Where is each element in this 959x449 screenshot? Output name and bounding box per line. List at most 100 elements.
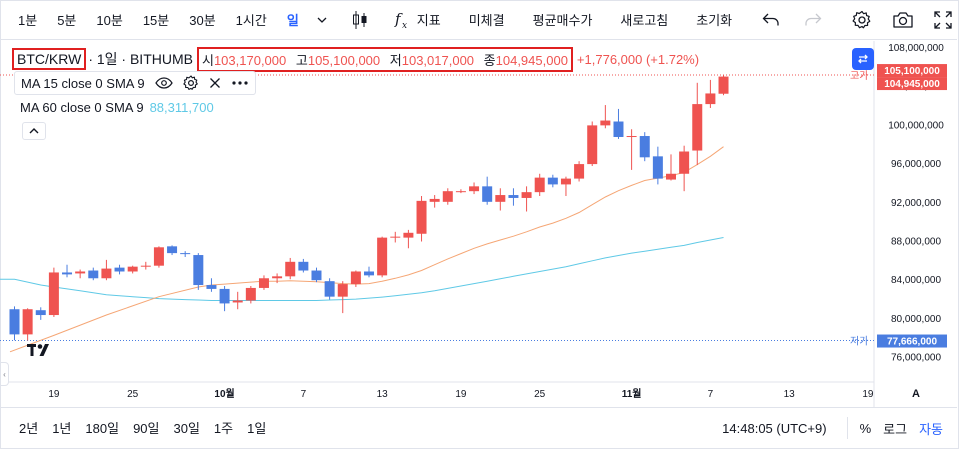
candle-body xyxy=(206,285,217,289)
range-180d[interactable]: 180일 xyxy=(85,421,120,436)
candle-body xyxy=(48,272,59,316)
candle-body xyxy=(547,177,558,185)
candle-body xyxy=(705,93,716,105)
log-scale-button[interactable]: 로그 xyxy=(883,421,908,437)
candle-body xyxy=(272,276,283,279)
eye-icon[interactable] xyxy=(154,77,173,89)
interval-1h[interactable]: 1시간 xyxy=(235,13,267,28)
legend: BTC/KRW · 1일 · BITHUMB 시103,170,000 고105… xyxy=(12,46,699,72)
low-price-badge xyxy=(877,334,947,348)
collapse-legend-button[interactable] xyxy=(22,122,46,140)
candle-body xyxy=(521,192,532,198)
range-1y[interactable]: 1년 xyxy=(52,421,72,436)
settings-gear-icon[interactable] xyxy=(182,75,199,91)
candle-body xyxy=(88,270,99,279)
candle-body xyxy=(692,104,703,151)
candle-body xyxy=(416,200,427,234)
redo-icon[interactable] xyxy=(792,0,834,40)
open-orders-button[interactable]: 미체결 xyxy=(468,13,505,28)
candle-body xyxy=(652,156,663,179)
camera-screenshot-icon[interactable] xyxy=(882,0,924,40)
time-tick-label: 11월 xyxy=(622,388,642,400)
range-1w[interactable]: 1주 xyxy=(213,421,234,436)
price-tick-label: 84,000,000 xyxy=(891,275,941,286)
time-tick-label: 13 xyxy=(377,389,389,400)
percent-scale-button[interactable]: % xyxy=(859,420,872,436)
interval-10m[interactable]: 10분 xyxy=(96,13,123,28)
time-tick-label: 13 xyxy=(784,389,796,400)
ma60-label: MA 60 close 0 SMA 9 xyxy=(20,99,144,115)
high-price-value: 105,100,000 xyxy=(884,66,940,77)
interval-5m[interactable]: 5분 xyxy=(57,13,77,28)
tradingview-logo[interactable] xyxy=(26,342,54,363)
candle-body xyxy=(403,232,414,238)
last-price-badge xyxy=(877,77,947,91)
auto-scale-button[interactable]: A xyxy=(912,388,920,400)
low-tag: 저가 xyxy=(850,336,868,348)
candle-body xyxy=(180,253,191,255)
ma15-line xyxy=(9,146,724,353)
time-axis: 19 25 10월 7 13 19 25 11월 7 13 19 xyxy=(48,388,874,400)
time-tick-label: 19 xyxy=(455,389,467,400)
interval-15m[interactable]: 15분 xyxy=(142,13,170,28)
last-price-value: 104,945,000 xyxy=(884,79,940,90)
candles xyxy=(9,75,729,341)
candle-body xyxy=(534,177,545,193)
settings-gear-icon[interactable] xyxy=(842,0,882,40)
svg-text:f: f xyxy=(394,10,403,28)
interval-dropdown-chevron-down-icon[interactable] xyxy=(309,0,335,40)
time-tick-label: 7 xyxy=(708,389,714,400)
ma15-legend-row[interactable]: MA 15 close 0 SMA 9 xyxy=(14,71,256,95)
undo-icon[interactable] xyxy=(750,0,792,40)
interval-30m[interactable]: 30분 xyxy=(189,13,216,28)
candle-body xyxy=(455,191,466,193)
candle-body xyxy=(153,247,164,266)
candle-body xyxy=(285,261,296,277)
range-90d[interactable]: 90일 xyxy=(133,421,160,436)
interval-1m[interactable]: 1분 xyxy=(18,13,38,28)
time-tick-label: 7 xyxy=(301,389,307,400)
bottom-right-controls: 14:48:05 (UTC+9) % 로그 자동 xyxy=(722,408,949,448)
price-chart[interactable]: 76,000,000 80,000,000 84,000,000 88,000,000… xyxy=(0,41,959,407)
interval-1d[interactable]: 일 xyxy=(286,13,299,28)
refresh-button[interactable]: 새로고침 xyxy=(620,13,669,28)
price-tick-label: 100,000,000 xyxy=(888,120,944,131)
avg-buy-price-button[interactable]: 평균매수가 xyxy=(532,13,593,28)
candle-body xyxy=(482,186,493,202)
high-price-badge xyxy=(877,64,947,78)
candle-body xyxy=(639,136,650,158)
more-options-icon[interactable] xyxy=(231,80,249,86)
ma60-value: 88,311,700 xyxy=(149,99,214,115)
candle-body xyxy=(140,265,151,267)
candle-body xyxy=(193,255,204,286)
reset-button[interactable]: 초기화 xyxy=(696,13,733,28)
candle-body xyxy=(574,164,585,179)
range-30d[interactable]: 30일 xyxy=(173,421,200,436)
low-price-value: 77,666,000 xyxy=(887,337,937,348)
close-label: 종 xyxy=(483,52,496,68)
auto-scale-toggle[interactable]: 자동 xyxy=(919,421,943,437)
candle-body xyxy=(167,246,178,254)
range-2y[interactable]: 2년 xyxy=(19,421,39,436)
close-icon[interactable] xyxy=(209,77,221,89)
candle-body xyxy=(350,271,361,285)
open-label: 시 xyxy=(201,52,214,68)
candle-body xyxy=(666,173,676,180)
candle-body xyxy=(508,195,519,198)
ma60-legend-row[interactable]: MA 60 close 0 SMA 9 88,311,700 xyxy=(20,96,214,118)
candle-body xyxy=(469,186,480,192)
candle-body xyxy=(258,278,269,288)
candle-body xyxy=(75,271,86,274)
scroll-left-handle[interactable]: ‹ xyxy=(1,362,9,386)
indicator-button[interactable]: 지표 xyxy=(416,13,441,28)
candle-body xyxy=(101,268,112,279)
clock[interactable]: 14:48:05 (UTC+9) xyxy=(722,420,827,436)
fullscreen-icon[interactable] xyxy=(924,0,959,40)
range-1d[interactable]: 1일 xyxy=(247,421,267,436)
symbol-label[interactable]: BTC/KRW xyxy=(12,48,87,70)
candle-body xyxy=(718,76,729,94)
price-scale-mode-button[interactable] xyxy=(852,48,874,70)
candle-style-icon[interactable] xyxy=(343,0,377,40)
